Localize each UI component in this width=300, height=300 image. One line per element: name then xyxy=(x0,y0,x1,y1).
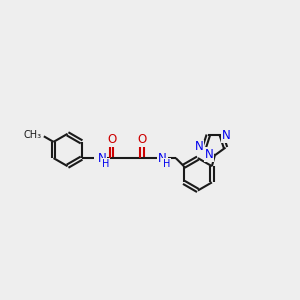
Text: N: N xyxy=(98,152,106,165)
Text: O: O xyxy=(107,133,116,146)
Text: CH₃: CH₃ xyxy=(23,130,41,140)
Text: N: N xyxy=(194,140,203,154)
Text: H: H xyxy=(163,159,170,169)
Text: N: N xyxy=(158,152,167,165)
Text: N: N xyxy=(222,129,231,142)
Text: H: H xyxy=(102,159,110,169)
Text: O: O xyxy=(138,133,147,146)
Text: N: N xyxy=(205,148,213,161)
